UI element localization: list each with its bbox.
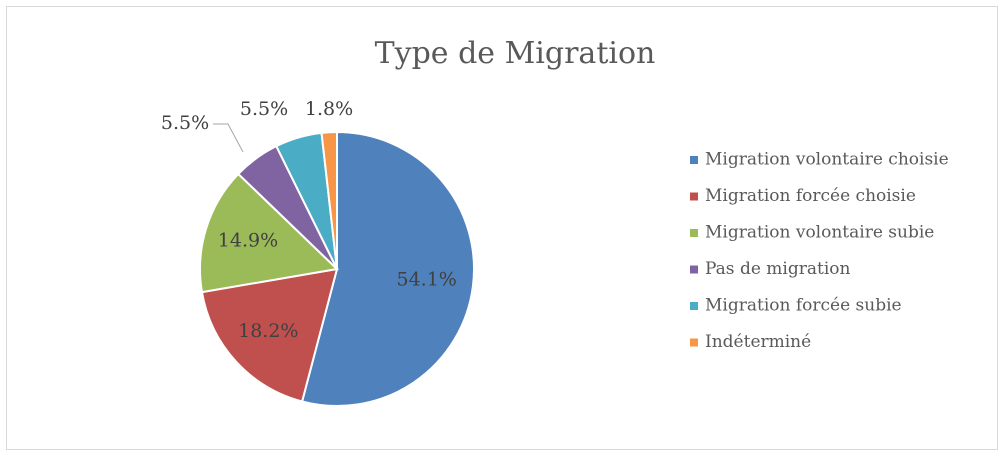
chart-frame [6,6,998,450]
pie-slice [320,130,338,270]
chart-title: Type de Migration [375,36,656,71]
data-label: 5.5% [161,112,209,134]
legend-marker [690,265,698,274]
data-label: 54.1% [396,269,456,291]
legend-marker [690,192,698,201]
pie-slice [200,267,339,403]
legend-label: Migration forcée choisie [705,186,916,206]
pie-slice [199,172,340,294]
legend-label: Migration forcée subie [705,296,902,316]
data-label: 1.8% [305,98,353,120]
legend-label: Migration volontaire subie [705,223,934,243]
legend-marker [690,302,698,310]
pie-slice [300,130,475,407]
legend-marker [690,229,698,237]
data-label: 5.5% [240,98,288,120]
legend-marker [690,156,698,164]
leader-line [213,123,244,153]
legend-label: Indéterminé [705,332,811,352]
data-label: 18.2% [238,320,298,342]
legend-label: Migration volontaire choisie [705,150,949,170]
data-label: 14.9% [218,230,278,252]
legend-label: Pas de migration [705,259,850,279]
legend-marker [690,338,698,347]
